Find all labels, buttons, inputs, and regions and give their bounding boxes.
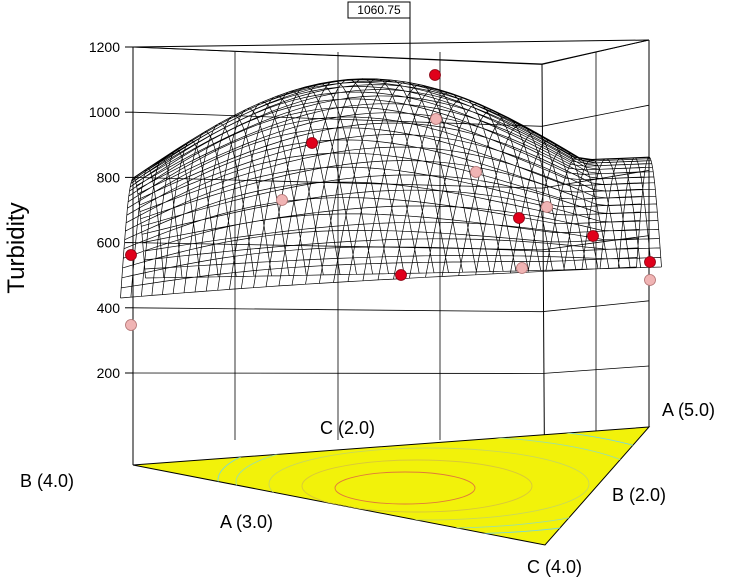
design-point-below xyxy=(541,201,553,213)
z-tick-label: 1200 xyxy=(89,39,120,55)
vertex-label-b-right-front: B (2.0) xyxy=(612,485,666,505)
contour-floor xyxy=(132,426,651,546)
z-tick-label: 1000 xyxy=(89,104,120,120)
design-point-above xyxy=(587,230,599,242)
surface-mesh-lines xyxy=(120,78,662,299)
design-point-above xyxy=(644,256,656,268)
design-point-below xyxy=(644,274,656,286)
vertex-label-c-back: C (2.0) xyxy=(320,418,375,438)
design-point-below xyxy=(516,262,528,274)
design-point-below xyxy=(276,194,288,206)
z-tick-label: 600 xyxy=(97,235,121,251)
design-point-above xyxy=(395,269,407,281)
design-point-below xyxy=(470,166,482,178)
design-point-above xyxy=(513,212,525,224)
vertex-label-b-front-left: B (4.0) xyxy=(20,471,74,491)
design-point-below xyxy=(430,113,442,125)
vertex-label-a-front: A (3.0) xyxy=(220,512,273,532)
surface-mesh xyxy=(120,78,662,299)
z-tick-label: 400 xyxy=(97,300,121,316)
z-tick-label: 800 xyxy=(97,169,121,185)
design-point-above xyxy=(306,137,318,149)
z-tick-label: 200 xyxy=(97,365,121,381)
max-callout-text: 1060.75 xyxy=(357,3,401,17)
design-point-above xyxy=(429,69,441,81)
design-point-below xyxy=(125,319,137,331)
z-axis-title: Turbidity xyxy=(3,202,30,293)
z-axis: 200 400 600 800 1000 1200 xyxy=(89,39,133,381)
design-point-above xyxy=(125,249,137,261)
design-points xyxy=(125,69,656,331)
vertex-label-c-bottom: C (4.0) xyxy=(527,557,582,577)
vertex-label-a-right: A (5.0) xyxy=(662,400,715,420)
max-callout: 1060.75 xyxy=(347,1,411,102)
